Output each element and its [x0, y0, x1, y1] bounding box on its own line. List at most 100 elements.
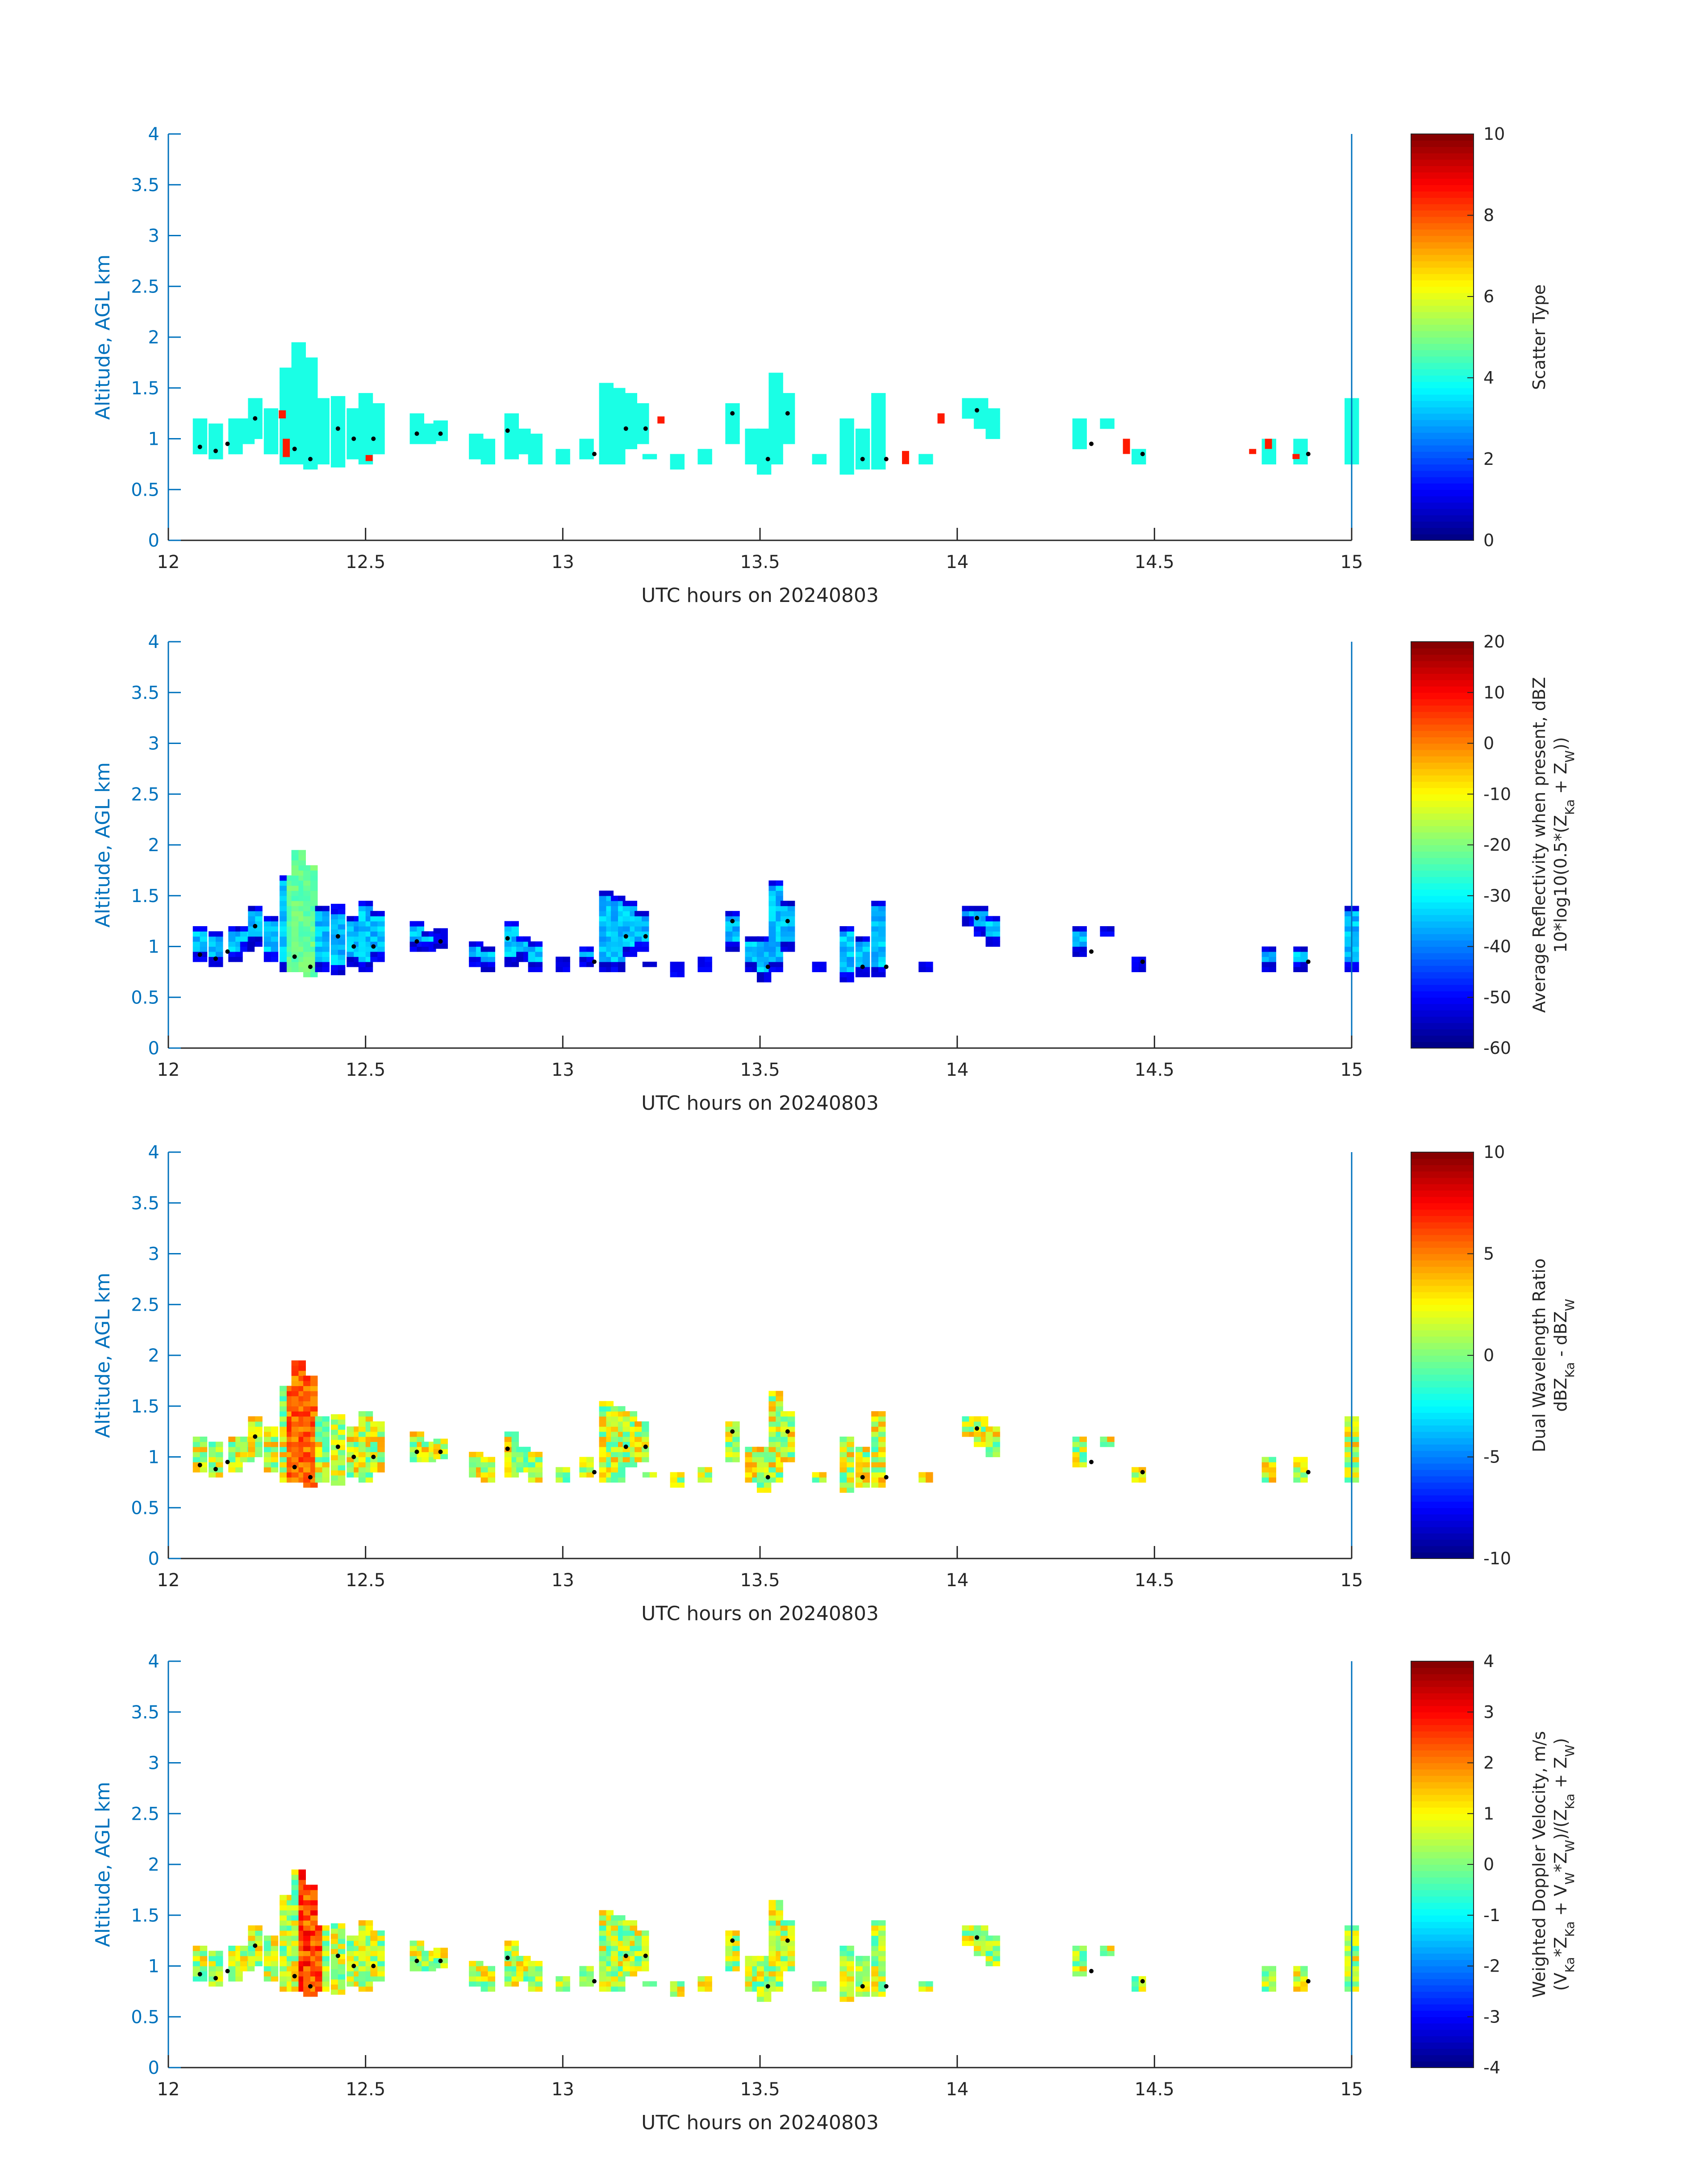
heatmap-cell [768, 880, 776, 886]
heatmap-cell [993, 926, 1000, 932]
heatmap-cell [599, 1462, 607, 1467]
heatmap-cell [358, 393, 366, 399]
y-tick-label: 4 [148, 632, 159, 652]
heatmap-cell [504, 1462, 512, 1467]
heatmap-cell [599, 1930, 607, 1936]
heatmap-cell [322, 1462, 330, 1467]
heatmap-cell [303, 423, 311, 429]
heatmap-cell [787, 1956, 795, 1961]
heatmap-cell [280, 1961, 287, 1967]
heatmap-cell [511, 961, 519, 967]
heatmap-cell [192, 1951, 200, 1956]
heatmap-cell [642, 1935, 649, 1941]
heatmap-cell [417, 1946, 424, 1951]
heatmap-cell [768, 1905, 776, 1910]
heatmap-cell [409, 1966, 418, 1972]
heatmap-cell [291, 931, 299, 937]
heatmap-cell [291, 352, 299, 358]
heatmap-cell [1107, 423, 1115, 429]
heatmap-cell [1345, 398, 1352, 404]
heatmap-cell [338, 1460, 346, 1466]
heatmap-cell [511, 454, 519, 460]
heatmap-cell [370, 936, 378, 942]
heatmap-cell [409, 1940, 418, 1946]
heatmap-cell [469, 443, 476, 449]
heatmap-cell [528, 459, 536, 464]
heatmap-cell [919, 1472, 926, 1478]
colorbar-tick-label: 0 [1483, 1855, 1494, 1874]
y-tick-label: 4 [148, 1651, 159, 1672]
heatmap-cell [768, 388, 776, 393]
heatmap-cell [209, 1956, 216, 1961]
heatmap-cell [298, 911, 306, 916]
heatmap-cell [377, 439, 385, 444]
heatmap-cell [732, 1431, 740, 1437]
heatmap-cell [1269, 1467, 1276, 1473]
heatmap-cell [732, 1442, 740, 1447]
y-tick-label: 2 [148, 1345, 159, 1366]
heatmap-cell [200, 1437, 208, 1442]
heatmap-cell [677, 1482, 685, 1488]
heatmap-cell [291, 855, 299, 861]
heatmap-cell [919, 967, 926, 972]
heatmap-cell [611, 1426, 618, 1432]
heatmap-cell [847, 967, 854, 972]
heatmap-cell [280, 1462, 287, 1467]
marker-dot [308, 965, 313, 969]
colorbar-segment [1411, 1463, 1474, 1470]
heatmap-cell [579, 1981, 587, 1987]
heatmap-cell [871, 1431, 879, 1437]
heatmap-cell [611, 443, 618, 449]
heatmap-cell [209, 1446, 216, 1452]
heatmap-cell [1300, 1966, 1308, 1972]
heatmap-cell [469, 1981, 476, 1987]
heatmap-cell [303, 388, 311, 393]
heatmap-cell [635, 921, 642, 927]
heatmap-cell [973, 1431, 981, 1437]
heatmap-cell [480, 1472, 489, 1478]
heatmap-cell [303, 875, 311, 881]
colorbar-tick-label: -40 [1483, 937, 1511, 957]
heatmap-cell [310, 383, 318, 389]
heatmap-cell [255, 1956, 263, 1961]
heatmap-cell [291, 860, 299, 866]
heatmap-cell [611, 1925, 618, 1931]
heatmap-cell [787, 1421, 795, 1427]
heatmap-cell [377, 1431, 385, 1437]
heatmap-cell [787, 911, 795, 916]
heatmap-cell [1293, 1467, 1301, 1473]
heatmap-cell [271, 1446, 279, 1452]
heatmap-cell [255, 1426, 263, 1432]
heatmap-cell [1261, 1971, 1270, 1976]
heatmap-cell [216, 1981, 223, 1987]
heatmap-cell [303, 1976, 311, 1982]
marker-dot [308, 457, 313, 461]
heatmap-cell [235, 1976, 243, 1982]
heatmap-cell [855, 1961, 863, 1967]
heatmap-cell [280, 931, 287, 937]
heatmap-cell [871, 1925, 879, 1931]
heatmap-cell [839, 1457, 847, 1462]
heatmap-cell [469, 957, 476, 962]
heatmap-cell [255, 1442, 263, 1447]
heatmap-cell [670, 1477, 678, 1483]
heatmap-cell [303, 418, 311, 424]
heatmap-cell [847, 941, 854, 947]
colorbar-segment [1411, 337, 1474, 344]
heatmap-cell [255, 398, 263, 404]
heatmap-cell [528, 1457, 536, 1462]
heatmap-cell [847, 1981, 854, 1987]
heatmap-cell [365, 1920, 373, 1926]
colorbar-segment [1411, 1469, 1474, 1476]
heatmap-cell [488, 946, 495, 952]
heatmap-cell [768, 957, 776, 962]
heatmap-cell [263, 1462, 271, 1467]
heatmap-cell [635, 931, 642, 937]
heatmap-cell [315, 921, 323, 927]
heatmap-cell [377, 403, 385, 409]
heatmap-cell [635, 428, 642, 434]
heatmap-cell [280, 926, 287, 932]
heatmap-cell [962, 1930, 969, 1936]
heatmap-cell [330, 401, 338, 407]
heatmap-cell [871, 1477, 879, 1483]
